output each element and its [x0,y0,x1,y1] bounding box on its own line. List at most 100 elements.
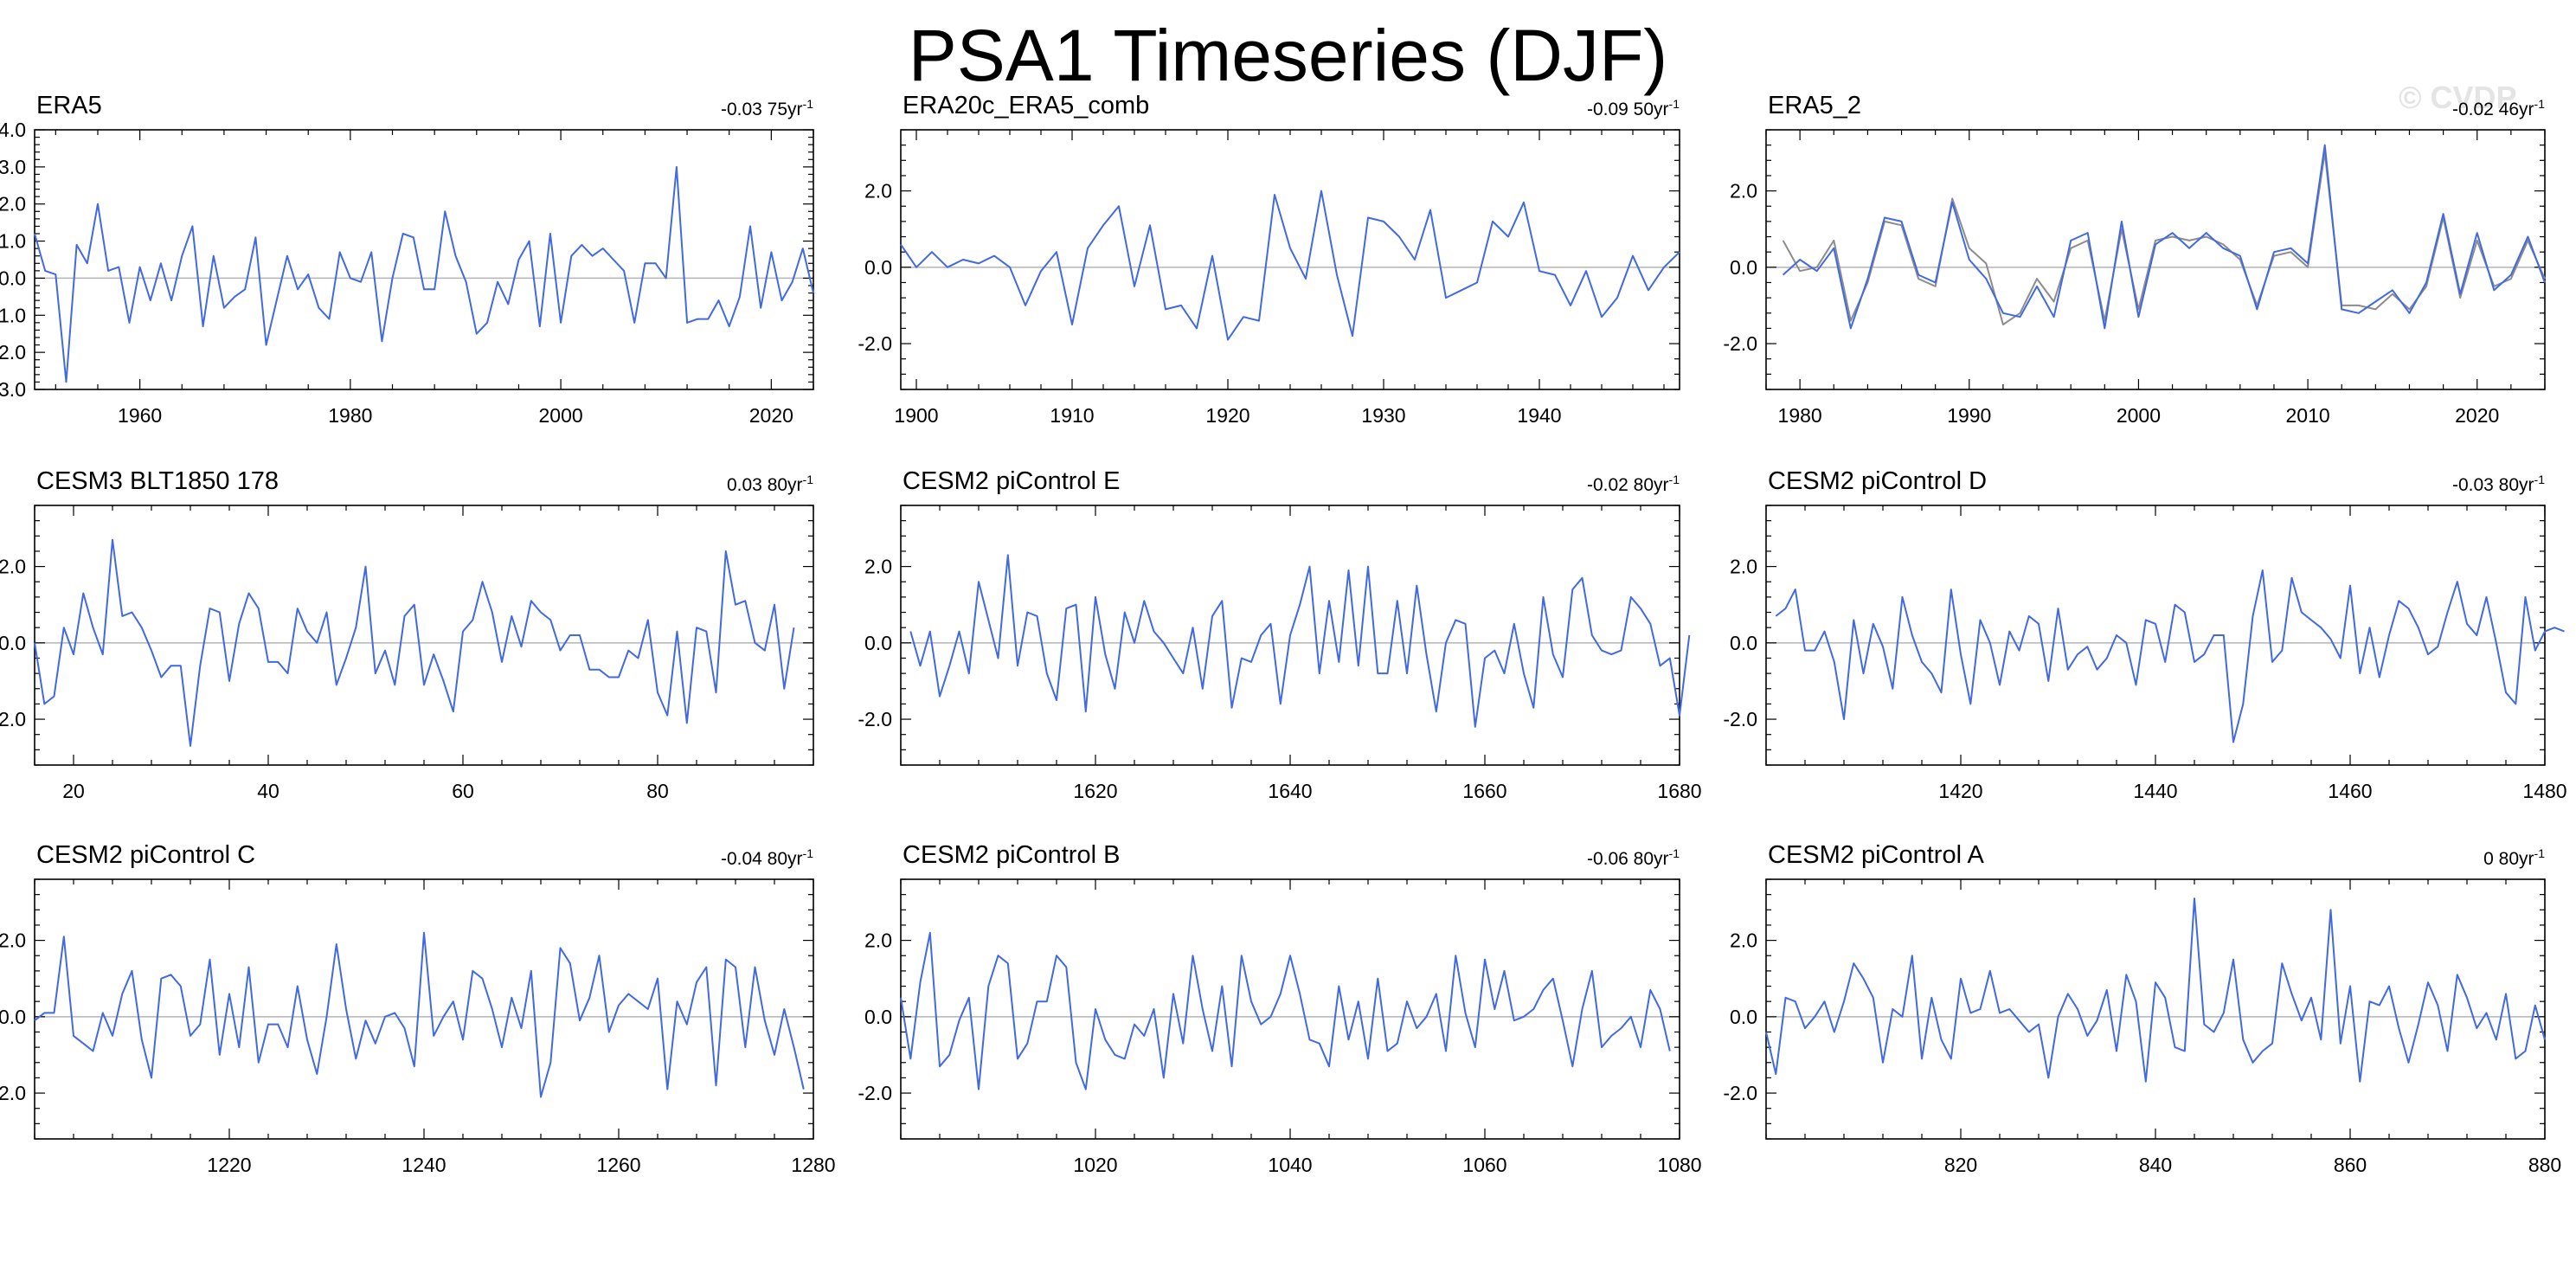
x-tick-label: 840 [2139,1154,2172,1176]
series-line [1775,569,2565,743]
timeseries-plot: -2.0 0.0 2.0 1220 1240 1260 1280 [0,878,836,1176]
trend-label: 0.03 80yr-1 [467,473,813,496]
series-line [909,554,1691,728]
y-tick-label: 0.0 [864,632,892,654]
y-tick-label: 0.0 [0,1006,26,1028]
trend-value: -0.03 75yr [720,100,803,119]
timeseries-panel: CESM3 BLT1850 178 0.03 80yr-1 -2.0 0.0 2.0 20… [0,452,822,817]
x-tick-label: 1460 [2328,780,2372,802]
timeseries-panel: CESM2 piControl D -0.03 80yr-1 -2.0 0.0 2.0 1… [1721,452,2567,817]
x-tick-label: 1660 [1462,780,1506,802]
trend-value: -0.06 80yr [1586,849,1669,869]
trend-value: -0.04 80yr [720,849,803,869]
y-tick-label: 2.0 [1730,556,1757,578]
x-tick-label: 1680 [1657,780,1701,802]
y-tick-label: 0.0 [864,256,892,279]
trend-unit-exponent: -1 [2534,473,2545,486]
x-tick-label: 1020 [1073,1154,1117,1176]
x-tick-label: 820 [1944,1154,1977,1176]
panel-title: CESM2 piControl E [903,467,1121,495]
x-tick-label: 1240 [401,1154,446,1176]
panel-title: CESM2 piControl B [903,841,1121,869]
x-tick-label: 20 [62,780,85,802]
x-tick-label: 1060 [1462,1154,1506,1176]
y-tick-label: 2.0 [0,929,26,952]
trend-label: -0.03 80yr-1 [2199,473,2545,496]
trend-label: -0.09 50yr-1 [1333,97,1680,120]
y-tick-label: 2.0 [1730,180,1757,203]
trend-unit-exponent: -1 [2534,846,2545,860]
trend-unit-exponent: -1 [802,846,813,860]
x-tick-label: 880 [2528,1154,2561,1176]
trend-label: -0.03 75yr-1 [467,97,813,120]
x-tick-label: 1420 [1938,780,1982,802]
x-tick-label: 2000 [2117,404,2161,427]
trend-unit-exponent: -1 [802,473,813,486]
y-tick-label: 2.0 [0,193,26,215]
timeseries-plot: -2.0 0.0 2.0 1980 1990 2000 2010 2020 [1723,129,2546,427]
panel-title: ERA5_2 [1768,92,1862,119]
y-tick-label: 3.0 [0,156,26,178]
timeseries-panel: CESM2 piControl E -0.02 80yr-1 -2.0 0.0 2.0 1… [856,452,1701,817]
trend-unit-exponent: -1 [1668,846,1680,860]
series-line [900,931,1671,1090]
y-tick-label: 0.0 [0,267,26,289]
y-tick-label: -2.0 [1723,1082,1757,1104]
y-tick-label: 2.0 [864,929,892,952]
trend-label: 0 80yr-1 [2199,846,2545,870]
timeseries-panel: ERA5_2 -0.02 46yr-1 -2.0 0.0 2.0 1980 1990 2000… [1721,76,2554,441]
y-tick-label: 0.0 [0,632,26,654]
y-tick-label: -1.0 [0,304,26,326]
y-tick-label: 2.0 [864,556,892,578]
timeseries-panel: ERA20c_ERA5_comb -0.09 50yr-1 -2.0 0.0 2.0 19… [856,76,1688,441]
x-tick-label: 80 [646,780,669,802]
y-tick-label: 2.0 [864,180,892,203]
x-tick-label: 60 [452,780,474,802]
cvdp-watermark: © CVDP [2399,80,2517,115]
y-tick-label: -2.0 [0,1082,26,1104]
x-tick-label: 1440 [2133,780,2177,802]
y-tick-label: 0.0 [864,1006,892,1028]
x-tick-label: 2010 [2286,404,2330,427]
x-tick-label: 1980 [1778,404,1822,427]
plot-frame [1765,129,2546,390]
plot-frame [34,129,814,390]
y-tick-label: -2.0 [858,1082,892,1104]
timeseries-plot: -2.0 0.0 2.0 1420 1440 1460 1480 [1723,505,2567,802]
y-tick-label: 2.0 [0,556,26,578]
trend-unit-exponent: -1 [802,97,813,111]
panel-title: CESM2 piControl C [36,841,256,869]
trend-unit-exponent: -1 [2534,97,2545,111]
x-tick-label: 1900 [894,404,938,427]
x-tick-label: 1040 [1268,1154,1312,1176]
y-tick-label: 0.0 [1730,256,1757,279]
page-title: PSA1 Timeseries (DJF) [908,15,1668,96]
y-tick-label: -3.0 [0,378,26,401]
trend-label: -0.04 80yr-1 [467,846,813,870]
x-tick-label: 1960 [118,404,162,427]
x-tick-label: 2020 [749,404,793,427]
x-tick-label: 1940 [1517,404,1561,427]
x-tick-label: 1480 [2522,780,2566,802]
series-line [900,190,1680,341]
y-tick-label: 2.0 [1730,929,1757,952]
panel-title: ERA20c_ERA5_comb [903,92,1150,119]
x-tick-label: 2000 [539,404,583,427]
trend-label: -0.02 46yr-1 [2199,97,2545,120]
x-tick-label: 1920 [1205,404,1249,427]
y-tick-label: -2.0 [858,332,892,355]
y-tick-label: -2.0 [1723,708,1757,730]
trend-value: -0.09 50yr [1586,100,1669,119]
x-tick-label: 1280 [791,1154,835,1176]
timeseries-plot: -2.0 0.0 2.0 1020 1040 1060 1080 [858,878,1702,1176]
x-tick-label: 40 [257,780,279,802]
plot-frame [1765,878,2546,1140]
trend-value: 0.03 80yr [726,475,803,495]
trend-value: 0 80yr [2483,849,2534,869]
panel-title: CESM2 piControl A [1768,841,1984,869]
x-tick-label: 1260 [596,1154,640,1176]
x-tick-label: 1220 [207,1154,251,1176]
y-tick-label: -2.0 [858,708,892,730]
y-tick-label: 1.0 [0,230,26,253]
y-tick-label: 0.0 [1730,632,1757,654]
